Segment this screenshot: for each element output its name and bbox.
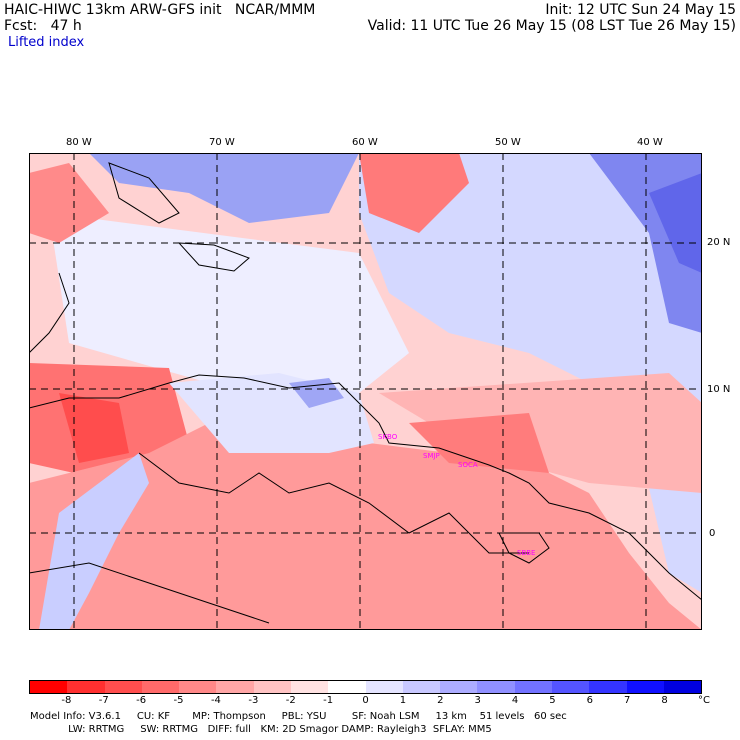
colorbar-tick-label: 4 [511,695,519,706]
station-smjp: SMJP [423,452,440,460]
lon-label-60w: 60 W [352,137,378,148]
colorbar-swatch [626,681,664,693]
colorbar-tick-label: -5 [173,695,184,706]
colorbar-swatch [216,681,254,693]
colorbar-swatch [589,681,627,693]
field-name: Lifted index [8,35,85,50]
colorbar-swatch [104,681,142,693]
colorbar-tick-label: -1 [323,695,334,706]
colorbar [29,680,702,694]
colorbar-tick-label: 8 [661,695,668,706]
station-sbbe: SBBE [517,549,536,557]
colorbar-tick-label: 5 [549,695,556,706]
colorbar-tick-label: -4 [210,695,221,706]
forecast-hour: Fcst: 47 h [4,18,82,34]
colorbar-tick-label: -2 [285,695,296,706]
lon-label-50w: 50 W [495,137,521,148]
init-time: Init: 12 UTC Sun 24 May 15 [545,2,736,18]
footer-physics-info: LW: RRTMG SW: RRTMG DIFF: full KM: 2D Sm… [30,724,492,735]
colorbar-swatch [30,681,68,693]
colorbar-swatch [67,681,105,693]
colorbar-tick-label: 2 [437,695,444,706]
colorbar-swatch [663,681,702,693]
colorbar-tick-label: 3 [474,695,481,706]
colorbar-tick-label: 7 [624,695,631,706]
lifted-index-map [29,153,702,630]
colorbar-tick-label: -8 [61,695,72,706]
colorbar-swatch [328,681,366,693]
colorbar-swatch [551,681,590,693]
lat-label-20n: 20 N [707,237,731,248]
valid-time: Valid: 11 UTC Tue 26 May 15 (08 LST Tue … [367,18,736,34]
model-title: HAIC-HIWC 13km ARW-GFS init NCAR/MMM [4,2,316,18]
colorbar-swatch [179,681,217,693]
station-soca: SOCA [458,461,478,469]
lon-label-70w: 70 W [209,137,235,148]
colorbar-tick-label: -6 [136,695,147,706]
colorbar-swatch [402,681,441,693]
colorbar-tick-label: -7 [98,695,109,706]
colorbar-swatch [290,681,329,693]
lat-label-10n: 10 N [707,384,731,395]
colorbar-tick-label: 6 [586,695,594,706]
colorbar-tick-label: 0 [362,695,369,706]
colorbar-swatch [365,681,403,693]
colorbar-tick-label: -3 [248,695,259,706]
colorbar-swatch [141,681,180,693]
colorbar-unit: °C [698,695,710,706]
lat-label-0: 0 [709,528,716,539]
colorbar-ticks: -8 -7 -6 -5 -4 -3 -2 -1 0 1 2 3 4 5 6 7 8 [29,695,702,707]
lon-label-40w: 40 W [637,137,663,148]
colorbar-tick-label: 1 [399,695,407,706]
colorbar-swatch [514,681,552,693]
station-skbo: SKBO [378,433,398,441]
footer-model-info: Model Info: V3.6.1 CU: KF MP: Thompson P… [30,711,567,722]
lon-label-80w: 80 W [66,137,92,148]
colorbar-swatch [253,681,291,693]
colorbar-swatch [477,681,515,693]
colorbar-swatch [440,681,478,693]
